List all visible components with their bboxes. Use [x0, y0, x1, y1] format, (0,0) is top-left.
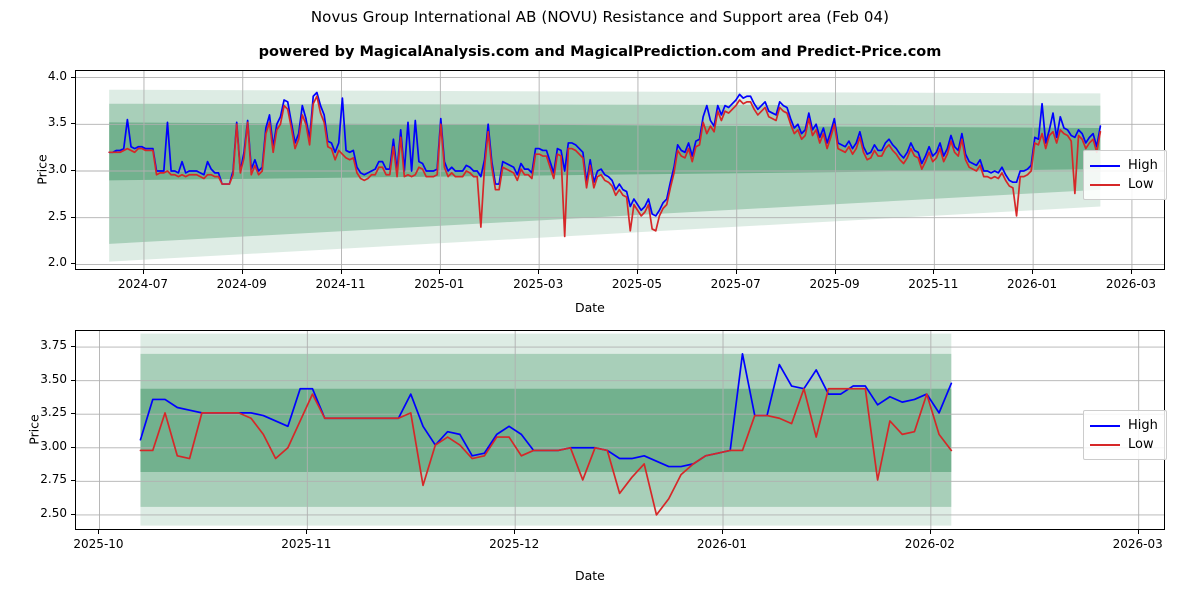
x-tick-label: 2025-05: [611, 277, 662, 291]
x-tick-label: 2026-03: [1105, 277, 1156, 291]
bottom-chart-x-axis-label: Date: [575, 568, 605, 583]
x-tick-label: 2025-11: [281, 537, 332, 551]
x-tick-mark: [1137, 530, 1139, 534]
y-tick-mark: [71, 379, 75, 381]
legend-line-low: [1090, 183, 1120, 186]
x-tick-mark: [1032, 270, 1034, 274]
y-tick-label: 3.5: [47, 115, 67, 130]
y-tick-mark: [71, 513, 75, 515]
legend-line-high: [1090, 424, 1120, 427]
y-tick-label: 2.5: [47, 208, 67, 223]
x-tick-mark: [834, 270, 836, 274]
x-tick-mark: [514, 530, 516, 534]
legend-entry-low: Low: [1090, 435, 1158, 454]
y-tick-mark: [71, 413, 75, 415]
y-tick-label: 2.50: [40, 505, 67, 520]
legend-label-low: Low: [1128, 177, 1154, 192]
x-tick-mark: [929, 530, 931, 534]
x-tick-mark: [933, 270, 935, 274]
legend-entry-high: High: [1090, 416, 1158, 435]
y-tick-mark: [71, 216, 75, 218]
chart-title: Novus Group International AB (NOVU) Resi…: [310, 8, 890, 26]
x-tick-label: 2025-07: [710, 277, 761, 291]
legend-entry-high: High: [1090, 156, 1158, 175]
x-tick-label: 2025-11: [908, 277, 959, 291]
bottom-chart-plot-area: [75, 330, 1165, 530]
y-tick-mark: [71, 346, 75, 348]
x-tick-label: 2025-03: [513, 277, 564, 291]
top-chart-plot-area: [75, 70, 1165, 270]
x-tick-mark: [735, 270, 737, 274]
y-tick-label: 3.75: [40, 338, 67, 353]
x-tick-label: 2024-07: [117, 277, 169, 291]
x-tick-label: 2024-09: [216, 277, 267, 291]
x-tick-label: 2026-01: [1007, 277, 1058, 291]
x-tick-mark: [636, 270, 638, 274]
y-tick-mark: [71, 170, 75, 171]
y-tick-label: 3.50: [40, 371, 67, 386]
x-tick-mark: [340, 270, 342, 274]
top-chart-x-axis-label: Date: [575, 300, 605, 315]
x-tick-label: 2026-01: [696, 537, 748, 551]
x-tick-mark: [1130, 270, 1132, 274]
x-tick-label: 2025-01: [414, 277, 465, 291]
y-tick-label: 3.0: [47, 162, 67, 176]
y-tick-mark: [71, 446, 75, 448]
x-tick-label: 2026-03: [1112, 537, 1163, 551]
x-tick-label: 2024-11: [315, 277, 366, 291]
legend-line-low: [1090, 443, 1120, 446]
x-tick-mark: [538, 270, 540, 274]
y-tick-mark: [71, 76, 75, 78]
y-tick-mark: [71, 480, 75, 482]
legend-line-high: [1090, 164, 1120, 167]
y-tick-label: 3.00: [40, 438, 67, 453]
x-tick-mark: [306, 530, 308, 534]
legend-label-high: High: [1128, 418, 1158, 433]
x-tick-label: 2025-12: [489, 537, 540, 551]
y-tick-label: 4.0: [47, 68, 67, 83]
x-tick-mark: [142, 270, 144, 274]
x-tick-label: 2026-02: [904, 537, 955, 551]
top-chart-legend: High Low: [1083, 150, 1167, 200]
bottom-chart-legend: High Low: [1083, 410, 1167, 460]
y-tick-label: 2.75: [40, 472, 67, 487]
chart-subtitle: powered by MagicalAnalysis.com and Magic…: [258, 44, 942, 60]
x-tick-mark: [98, 530, 100, 534]
x-tick-mark: [241, 270, 243, 274]
legend-label-high: High: [1128, 158, 1158, 173]
y-tick-mark: [71, 263, 75, 265]
y-tick-mark: [71, 123, 75, 125]
y-tick-label: 2.0: [47, 255, 67, 270]
x-tick-mark: [722, 530, 723, 534]
x-tick-label: 2025-10: [73, 537, 124, 551]
legend-entry-low: Low: [1090, 175, 1158, 194]
x-tick-label: 2025-09: [809, 277, 860, 291]
legend-label-low: Low: [1128, 437, 1154, 452]
x-tick-mark: [439, 270, 441, 274]
y-tick-label: 3.25: [40, 405, 67, 420]
